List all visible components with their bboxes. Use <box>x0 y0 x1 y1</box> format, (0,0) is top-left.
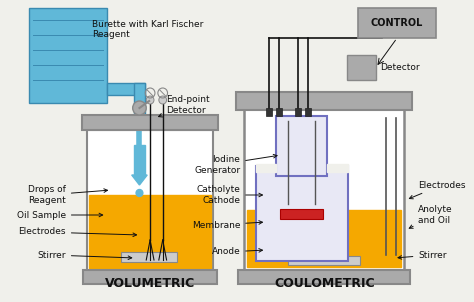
Bar <box>276 108 282 116</box>
Bar <box>83 270 217 284</box>
Text: Electrodes: Electrodes <box>410 181 466 199</box>
Circle shape <box>136 189 143 197</box>
Text: COULOMETRIC: COULOMETRIC <box>274 277 375 290</box>
Text: Iodine
Generator: Iodine Generator <box>194 154 277 175</box>
Bar <box>134 83 145 123</box>
Text: Anode: Anode <box>211 248 263 256</box>
Text: Electrodes: Electrodes <box>18 227 137 236</box>
Text: Membrane: Membrane <box>191 220 263 230</box>
Bar <box>295 108 301 116</box>
Bar <box>244 108 404 270</box>
Text: Burette with Karl Fischer
Reagent: Burette with Karl Fischer Reagent <box>92 20 203 39</box>
Bar <box>134 145 145 175</box>
Bar <box>305 108 311 116</box>
Bar <box>276 116 327 176</box>
Bar <box>288 256 360 265</box>
Bar <box>327 164 347 172</box>
Text: Oil Sample: Oil Sample <box>17 210 103 220</box>
Circle shape <box>159 96 166 104</box>
Bar <box>29 8 107 103</box>
Bar <box>247 210 401 267</box>
Bar <box>358 8 436 38</box>
Text: Stirrer: Stirrer <box>37 250 132 259</box>
Bar <box>346 55 376 80</box>
Text: Drops of
Reagent: Drops of Reagent <box>28 185 108 205</box>
Bar <box>237 92 411 110</box>
Circle shape <box>133 101 146 115</box>
Circle shape <box>146 96 154 104</box>
Bar <box>255 164 276 172</box>
Bar <box>87 130 213 270</box>
Text: CONTROL: CONTROL <box>371 18 423 28</box>
Bar <box>121 252 177 262</box>
Bar <box>266 108 272 116</box>
Text: Stirrer: Stirrer <box>398 250 447 259</box>
Text: Detector: Detector <box>381 63 420 72</box>
Polygon shape <box>132 175 147 185</box>
Bar <box>255 166 347 261</box>
Text: VOLUMETRIC: VOLUMETRIC <box>105 277 195 290</box>
Bar <box>89 195 211 268</box>
Bar <box>107 83 145 95</box>
Bar <box>238 270 410 284</box>
Text: End-point
Detector: End-point Detector <box>159 95 210 117</box>
Bar <box>280 209 323 219</box>
Text: Catholyte
Cathode: Catholyte Cathode <box>196 185 263 205</box>
Bar <box>82 115 218 130</box>
Text: Anolyte
and Oil: Anolyte and Oil <box>409 205 453 228</box>
